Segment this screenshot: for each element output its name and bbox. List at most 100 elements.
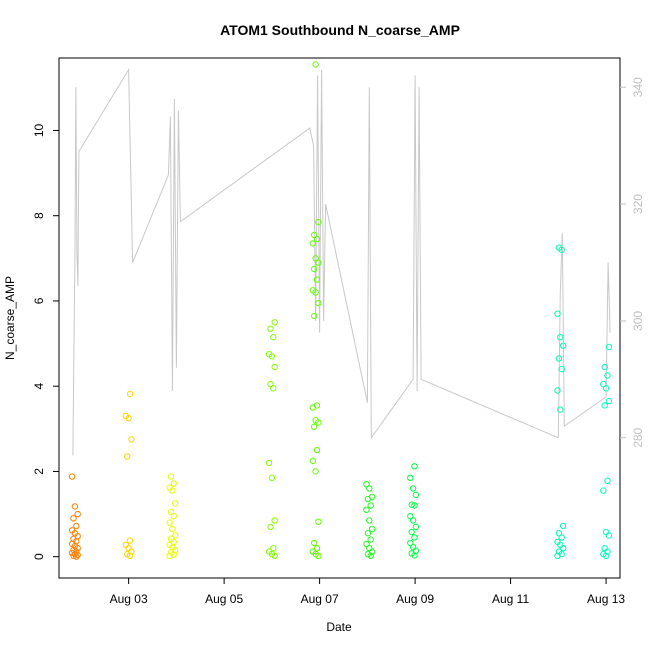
data-point (315, 299, 322, 307)
data-point (315, 259, 322, 266)
data-point (411, 463, 418, 470)
data-point (312, 289, 319, 296)
data-point (407, 474, 414, 481)
y-tick-label: 0 (32, 553, 46, 560)
data-point (409, 517, 417, 524)
data-point (73, 522, 80, 530)
data-point (270, 385, 277, 392)
data-point (366, 485, 373, 492)
y2-tick-label: 280 (631, 427, 645, 447)
y-tick-label: 4 (32, 383, 46, 390)
data-point (408, 528, 415, 536)
data-point (313, 235, 321, 243)
data-point (601, 363, 608, 371)
data-point (126, 537, 134, 544)
data-point (68, 473, 76, 480)
data-point (554, 310, 561, 317)
data-point (558, 534, 565, 541)
axes: Aug 03 Aug 05 Aug 07 Aug 09 Aug 11 Aug 13 0 2 4 6… (32, 57, 645, 606)
data-point (313, 446, 321, 454)
data-point (605, 532, 613, 539)
data-point (363, 506, 370, 513)
data-point (313, 545, 321, 552)
data-point (559, 522, 567, 530)
data-point (554, 387, 561, 394)
y-tick-label: 10 (32, 123, 46, 137)
data-point (315, 518, 322, 525)
data-point (366, 517, 373, 524)
data-point (602, 385, 610, 392)
data-point (166, 519, 173, 526)
data-point (558, 550, 565, 558)
data-point (409, 485, 417, 492)
data-point (407, 513, 414, 520)
x-tick-label: Aug 11 (492, 592, 529, 606)
data-point (364, 495, 372, 503)
data-point (411, 502, 418, 509)
y-tick-label: 8 (32, 212, 46, 219)
data-point (555, 355, 563, 362)
data-point (315, 419, 322, 426)
data-point (309, 240, 316, 247)
line-series (72, 67, 611, 456)
y-tick-label: 6 (32, 297, 46, 304)
data-point (368, 525, 376, 533)
data-point (268, 353, 276, 360)
x-tick-label: Aug 05 (205, 592, 243, 606)
data-point (312, 468, 319, 475)
data-point (363, 540, 370, 548)
data-point (311, 423, 318, 430)
data-point (70, 515, 77, 522)
data-point (126, 390, 134, 398)
data-point (602, 552, 610, 559)
x-tick-label: Aug 13 (587, 592, 625, 606)
data-point (604, 372, 611, 379)
data-point (172, 532, 179, 539)
data-point (270, 545, 277, 552)
data-point (128, 436, 135, 443)
data-point (601, 402, 608, 409)
data-point (170, 551, 178, 558)
plot-marks (68, 61, 613, 560)
data-point (271, 319, 278, 326)
data-point (311, 265, 318, 273)
data-point (605, 397, 613, 405)
data-point (600, 487, 607, 494)
data-point (71, 503, 79, 510)
data-point (367, 502, 374, 509)
data-point (412, 491, 420, 499)
data-point (558, 365, 565, 373)
data-point (70, 552, 77, 559)
data-point (311, 312, 318, 320)
data-point (559, 545, 567, 552)
data-point (267, 325, 274, 332)
data-point (311, 539, 318, 547)
data-point (126, 552, 134, 559)
data-point (167, 473, 175, 480)
y-tick-label: 2 (32, 468, 46, 475)
data-point (309, 404, 316, 411)
data-point (408, 501, 415, 508)
data-point (271, 363, 278, 371)
x-tick-label: Aug 07 (301, 592, 339, 606)
data-point (74, 545, 81, 552)
data-point (271, 517, 278, 524)
data-point (167, 508, 175, 516)
x-axis-label: Date (326, 620, 352, 634)
y2-tick-label: 340 (631, 77, 645, 97)
x-tick-label: Aug 03 (110, 592, 148, 606)
data-point (367, 552, 374, 559)
data-point (559, 342, 567, 349)
data-point (125, 415, 132, 422)
data-point (74, 551, 81, 559)
data-point (315, 218, 322, 226)
data-point (124, 453, 131, 460)
data-point (312, 61, 319, 68)
data-point (411, 534, 418, 541)
data-point (554, 552, 561, 559)
data-point (557, 334, 564, 341)
data-point (74, 510, 81, 518)
data-point (605, 343, 613, 351)
data-point (169, 525, 176, 533)
